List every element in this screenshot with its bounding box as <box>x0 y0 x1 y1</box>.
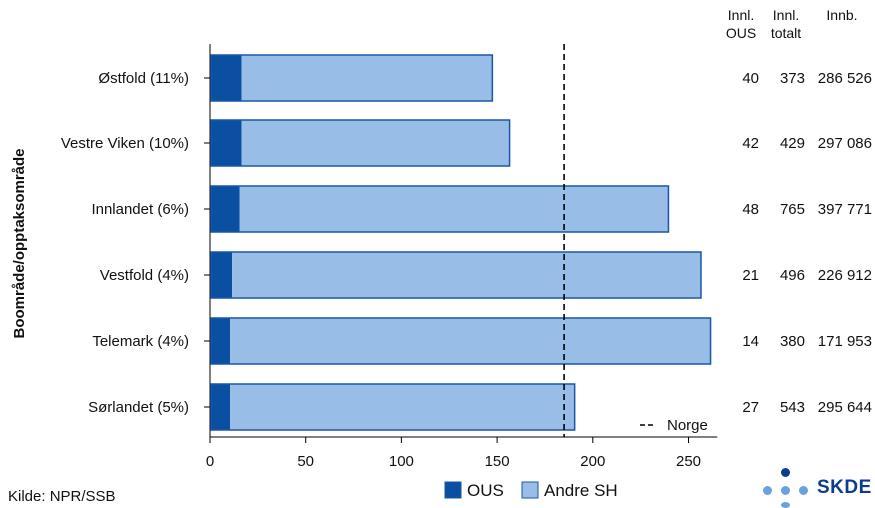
table-cell: 27 <box>742 399 759 416</box>
table-cell: 297 086 <box>818 135 872 152</box>
bar-andre-sh <box>241 120 510 166</box>
table-header-line1: Innl. <box>773 7 799 23</box>
skde-logo: SKDE <box>762 466 872 508</box>
table-cell: 171 953 <box>818 333 872 350</box>
table-cell: 543 <box>780 399 805 416</box>
x-tick-label: 150 <box>485 453 510 470</box>
bar-outline <box>210 54 494 102</box>
source-note: Kilde: NPR/SSB <box>8 488 116 505</box>
category-label: Østfold (11%) <box>98 70 189 87</box>
table-cell: 40 <box>742 70 759 87</box>
bar-ous <box>211 186 240 232</box>
reference-legend-label: Norge <box>667 417 708 434</box>
table-header-line2: OUS <box>726 25 756 41</box>
table-cell: 765 <box>780 201 805 218</box>
bar-andre-sh <box>232 252 701 298</box>
table-cell: 21 <box>742 267 759 284</box>
category-label: Sørlandet (5%) <box>88 399 189 416</box>
bar-outline <box>210 119 511 167</box>
bar-outline <box>210 185 670 233</box>
bar-andre-sh <box>241 55 493 101</box>
table-cell: 48 <box>742 201 759 218</box>
y-axis-title: Boområde/opptaksområde <box>11 148 28 338</box>
table-header-line2: totalt <box>771 25 801 41</box>
bar-ous <box>211 120 242 166</box>
table-cell: 373 <box>780 70 805 87</box>
bar-outline <box>210 251 702 299</box>
bar-ous <box>211 384 231 430</box>
category-label: Vestfold (4%) <box>100 267 189 284</box>
category-label: Innlandet (6%) <box>91 201 189 218</box>
table-cell: 496 <box>780 267 805 284</box>
logo-dot-left <box>763 486 772 495</box>
logo-dot-center <box>781 486 790 495</box>
legend-label-ous: OUS <box>467 481 504 500</box>
x-tick-label: 0 <box>206 453 214 470</box>
table-cell: 295 644 <box>818 399 872 416</box>
x-tick-label: 250 <box>676 453 701 470</box>
bar-andre-sh <box>230 384 575 430</box>
bar-ous <box>211 252 233 298</box>
table-cell: 286 526 <box>818 70 872 87</box>
logo-dot-bottom <box>781 502 790 508</box>
x-tick-label: 200 <box>580 453 605 470</box>
bar-andre-sh <box>239 186 669 232</box>
table-cell: 429 <box>780 135 805 152</box>
table-header-line1: Innl. <box>728 7 754 23</box>
bar-ous <box>211 55 242 101</box>
x-tick-label: 100 <box>389 453 414 470</box>
legend-swatch-andre-sh <box>521 481 539 499</box>
legend-swatch-ous <box>444 481 462 499</box>
category-label: Telemark (4%) <box>92 333 189 350</box>
table-cell: 14 <box>742 333 759 350</box>
table-header-line1: Innb. <box>826 7 857 23</box>
bar-outline <box>210 383 576 431</box>
bar-andre-sh <box>230 318 711 364</box>
logo-dot-top <box>781 468 790 477</box>
bar-ous <box>211 318 231 364</box>
table-cell: 397 771 <box>818 201 872 218</box>
category-label: Vestre Viken (10%) <box>61 135 189 152</box>
table-cell: 226 912 <box>818 267 872 284</box>
legend-label-andre-sh: Andre SH <box>544 481 618 500</box>
table-cell: 380 <box>780 333 805 350</box>
x-tick-label: 50 <box>297 453 314 470</box>
logo-text: SKDE <box>817 477 872 498</box>
table-cell: 42 <box>742 135 759 152</box>
logo-dot-right <box>799 486 808 495</box>
bar-outline <box>210 317 712 365</box>
